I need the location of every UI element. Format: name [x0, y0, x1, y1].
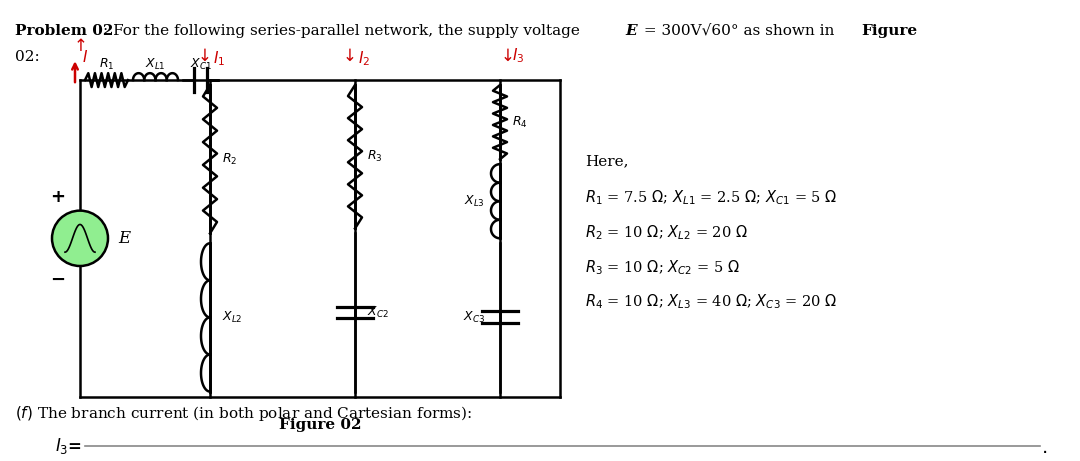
Text: Figure: Figure — [861, 24, 917, 38]
Text: $R_4$: $R_4$ — [512, 115, 528, 130]
Text: Here,: Here, — [585, 154, 629, 168]
Text: $I$: $I$ — [82, 49, 89, 65]
Text: $X_{C1}$: $X_{C1}$ — [189, 57, 212, 72]
Text: E: E — [625, 24, 636, 38]
Text: Problem 02: Problem 02 — [15, 24, 113, 38]
Text: $X_{C2}$: $X_{C2}$ — [367, 305, 389, 320]
Text: $I_3$=: $I_3$= — [55, 436, 82, 456]
Text: $I_2$: $I_2$ — [357, 49, 370, 68]
Text: $I_1$: $I_1$ — [213, 49, 226, 68]
Text: Figure 02: Figure 02 — [279, 418, 361, 432]
Text: $R_1$ = 7.5 $\Omega$; $X_{L1}$ = 2.5 $\Omega$; $X_{C1}$ = 5 $\Omega$: $R_1$ = 7.5 $\Omega$; $X_{L1}$ = 2.5 $\O… — [585, 188, 837, 207]
Text: .: . — [1042, 438, 1049, 457]
Text: $\downarrow$: $\downarrow$ — [339, 47, 355, 65]
Text: $R_3$: $R_3$ — [367, 149, 382, 164]
Text: E: E — [118, 230, 130, 247]
Text: : For the following series-parallel network, the supply voltage: : For the following series-parallel netw… — [103, 24, 584, 38]
Text: $\downarrow$: $\downarrow$ — [497, 47, 513, 65]
Circle shape — [52, 211, 108, 266]
Text: −: − — [51, 271, 66, 289]
Text: $\downarrow$: $\downarrow$ — [194, 47, 210, 65]
Text: $R_2$: $R_2$ — [222, 152, 238, 167]
Text: $X_{C3}$: $X_{C3}$ — [463, 310, 485, 325]
Text: $R_2$ = 10 $\Omega$; $X_{L2}$ = 20 $\Omega$: $R_2$ = 10 $\Omega$; $X_{L2}$ = 20 $\Ome… — [585, 224, 747, 242]
Text: $R_3$ = 10 $\Omega$; $X_{C2}$ = 5 $\Omega$: $R_3$ = 10 $\Omega$; $X_{C2}$ = 5 $\Omeg… — [585, 258, 740, 277]
Text: 02:: 02: — [15, 50, 40, 65]
Text: $X_{L3}$: $X_{L3}$ — [464, 194, 485, 209]
Text: $(f)$ The branch current (in both polar and Cartesian forms):: $(f)$ The branch current (in both polar … — [15, 404, 472, 424]
Text: $\uparrow$: $\uparrow$ — [70, 37, 86, 55]
Text: +: + — [51, 188, 66, 206]
Text: $X_{L1}$: $X_{L1}$ — [145, 57, 166, 72]
Text: = 300V√60° as shown in: = 300V√60° as shown in — [639, 24, 839, 38]
Text: $R_1$: $R_1$ — [98, 57, 114, 72]
Text: $I_3$: $I_3$ — [512, 47, 525, 65]
Text: $X_{L2}$: $X_{L2}$ — [222, 310, 243, 325]
Text: $R_4$ = 10 $\Omega$; $X_{L3}$ = 40 $\Omega$; $X_{C3}$ = 20 $\Omega$: $R_4$ = 10 $\Omega$; $X_{L3}$ = 40 $\Ome… — [585, 293, 837, 311]
